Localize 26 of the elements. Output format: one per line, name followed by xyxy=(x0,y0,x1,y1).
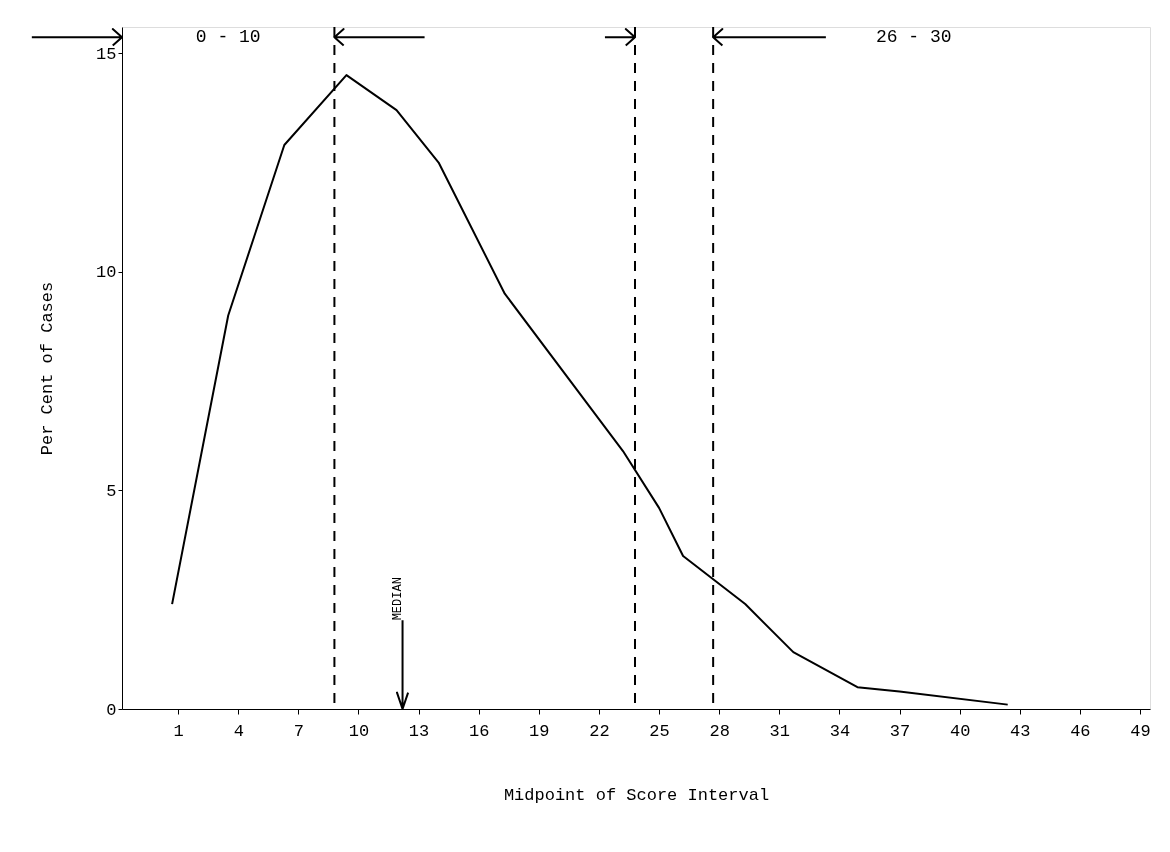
x-axis-title: Midpoint of Score Interval xyxy=(503,785,770,805)
x-tick-label: 25 xyxy=(649,721,670,741)
x-tick-label: 34 xyxy=(829,721,851,741)
x-tick-label: 46 xyxy=(1070,721,1091,741)
x-tick-label: 13 xyxy=(408,721,430,741)
x-tick-label: 43 xyxy=(1010,721,1031,741)
x-tick-label: 31 xyxy=(769,721,790,741)
x-tick-label: 28 xyxy=(709,721,730,741)
y-tick-label: 15 xyxy=(96,44,117,64)
x-tick-label: 22 xyxy=(589,721,610,741)
y-tick-label: 10 xyxy=(96,263,117,283)
y-tick-label: 5 xyxy=(106,481,117,501)
y-tick-label: 0 xyxy=(106,700,117,720)
x-tick-label: 1 xyxy=(173,721,184,741)
annotation: 26 - 30 xyxy=(875,27,952,48)
annotation: 0 - 10 xyxy=(195,27,261,48)
y-axis-title: Per Cent of Cases xyxy=(38,281,58,456)
x-tick-label: 37 xyxy=(889,721,911,741)
x-tick-label: 7 xyxy=(293,721,304,741)
x-tick-label: 40 xyxy=(949,721,971,741)
ref-line-label: MEDIAN xyxy=(390,577,405,621)
x-tick-label: 19 xyxy=(529,721,550,741)
x-tick-label: 10 xyxy=(348,721,370,741)
x-tick-label: 4 xyxy=(233,721,244,741)
x-tick-label: 16 xyxy=(468,721,490,741)
x-tick-label: 49 xyxy=(1130,721,1151,741)
